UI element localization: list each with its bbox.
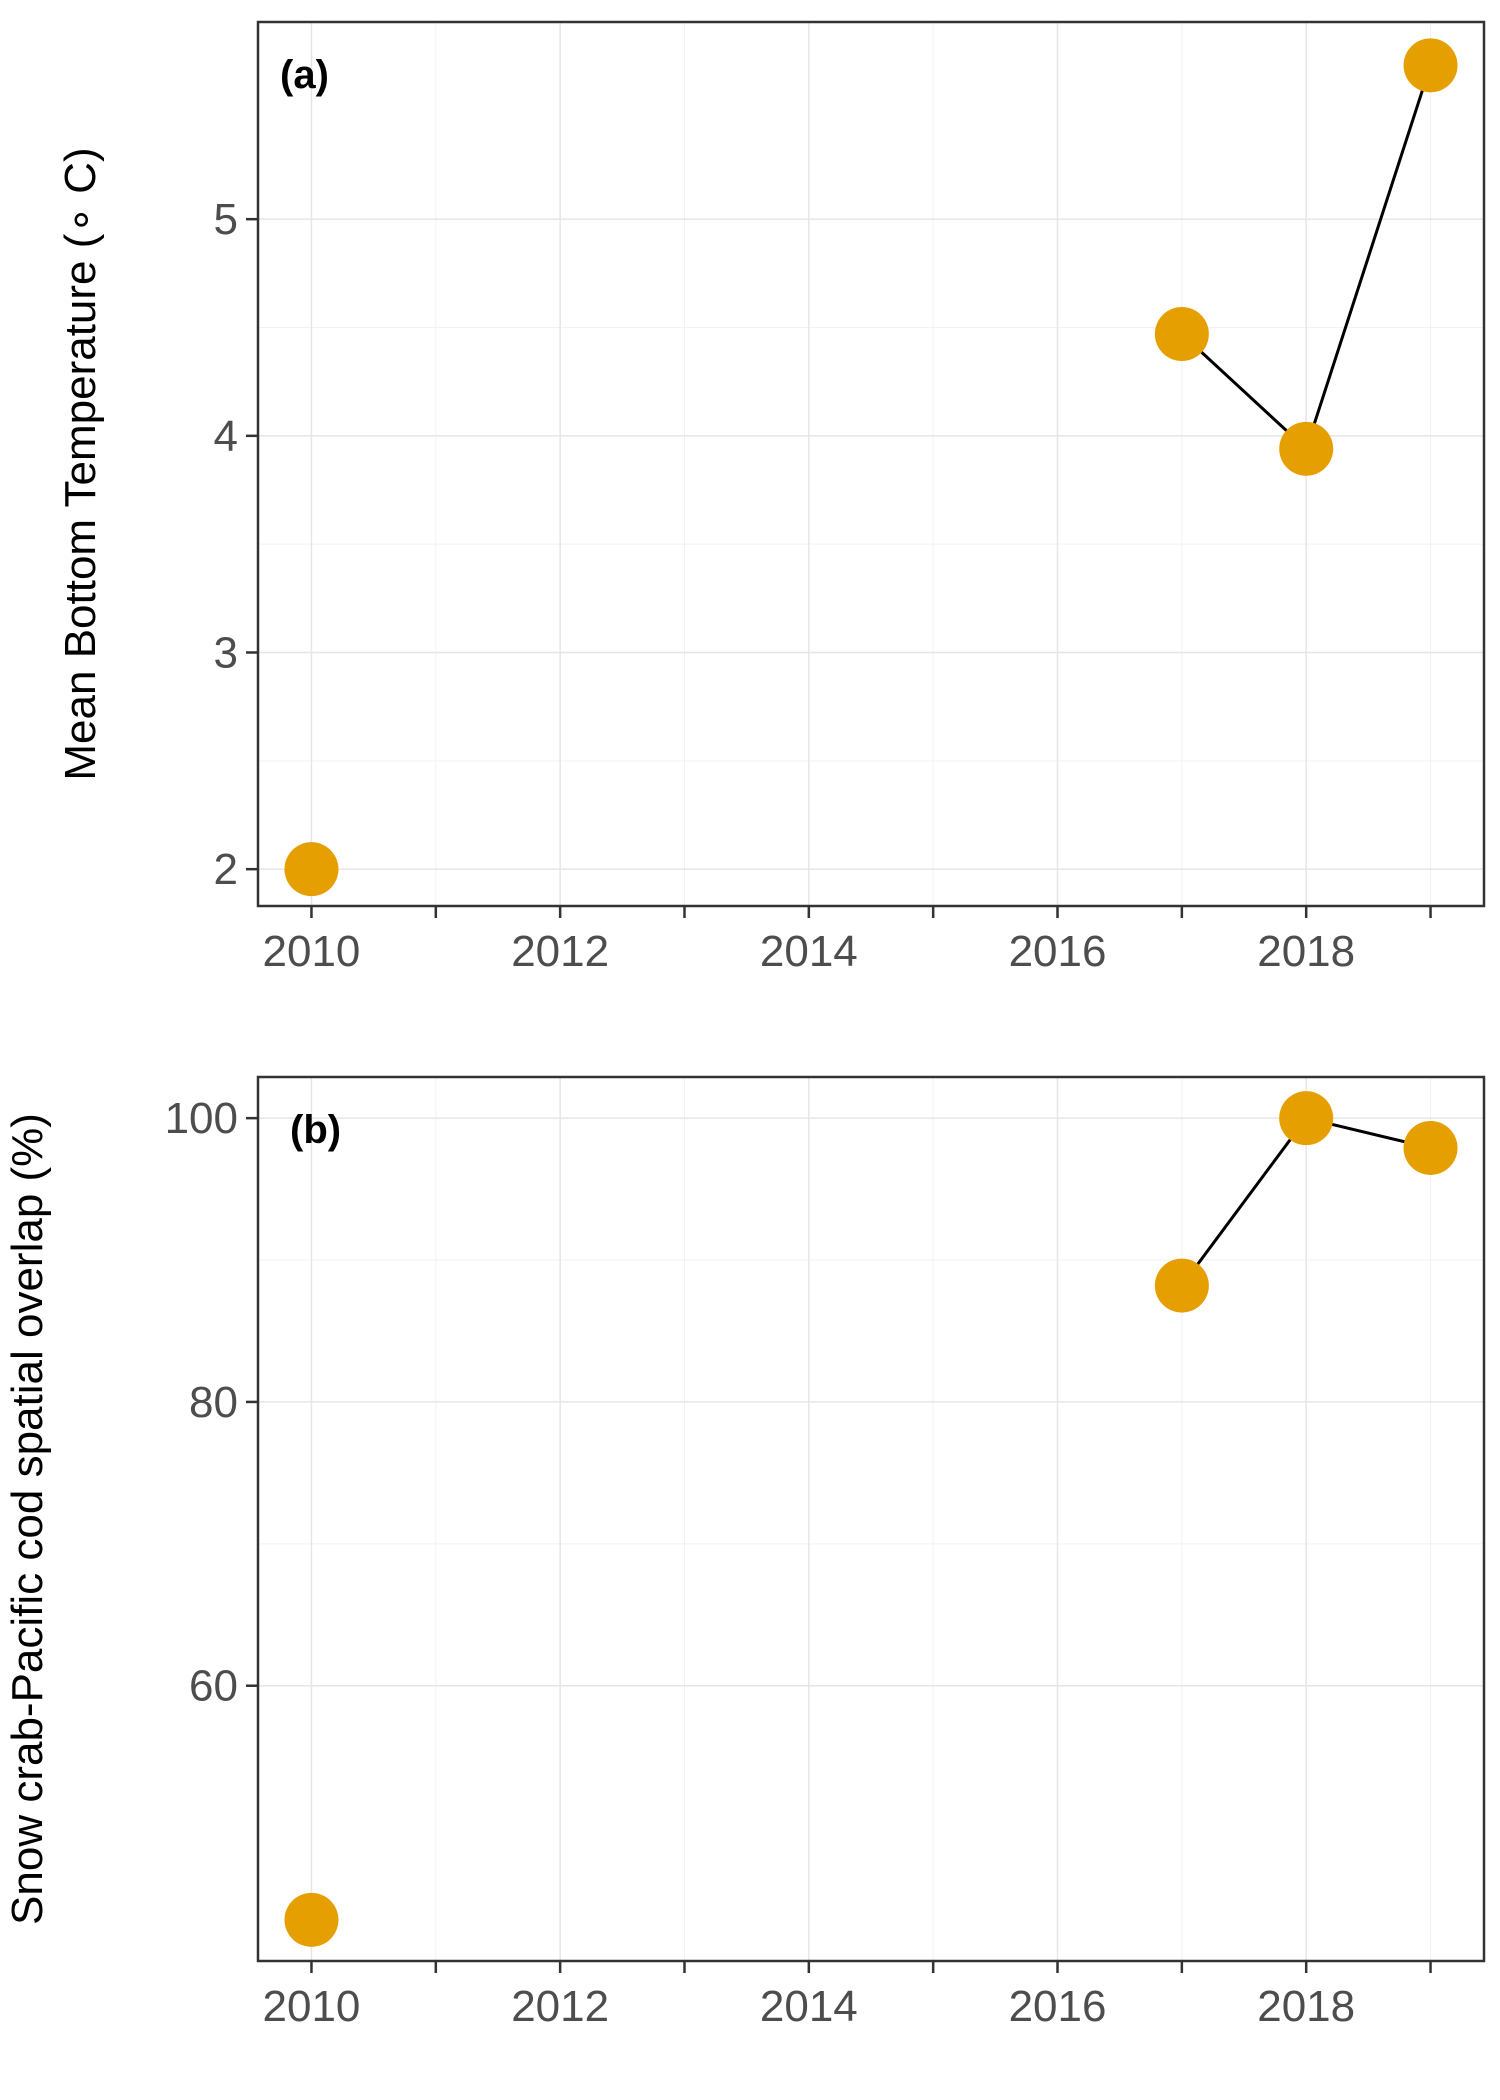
x-tick-label: 2016 <box>1009 927 1107 976</box>
x-tick-label: 2012 <box>511 927 609 976</box>
x-tick-label: 2012 <box>511 1982 609 2031</box>
panel-label: (b) <box>290 1108 341 1152</box>
x-tick-label: 2018 <box>1257 927 1355 976</box>
y-axis-title: Mean Bottom Temperature (∘ C) <box>56 147 105 780</box>
x-tick-label: 2018 <box>1257 1982 1355 2031</box>
x-tick-label: 2014 <box>760 1982 858 2031</box>
panel-border <box>256 1075 1486 1963</box>
plot-background <box>258 22 1484 906</box>
panel-label: (a) <box>280 53 329 97</box>
panel-a: 2010 2012 2014 2016 2018 2 3 4 5 Mean Bottom Temp… <box>56 20 1486 976</box>
data-point <box>1154 1258 1209 1313</box>
x-tick-label: 2016 <box>1009 1982 1107 2031</box>
y-tick-label: 4 <box>214 412 238 461</box>
data-point <box>1279 1091 1334 1146</box>
y-tick-label: 80 <box>189 1378 238 1427</box>
y-tick-label: 60 <box>189 1662 238 1711</box>
x-tick-label: 2010 <box>263 1982 361 2031</box>
y-tick-label: 100 <box>165 1094 238 1143</box>
y-axis-title: Snow crab-Pacific cod spatial overlap (%… <box>3 1113 52 1925</box>
panel-border <box>256 20 1486 908</box>
y-tick-label: 5 <box>214 195 238 244</box>
data-point <box>284 842 339 897</box>
panel-b: 2010 2012 2014 2016 2018 60 80 100 Snow crab-Pac… <box>3 1075 1486 2031</box>
data-point <box>1154 307 1209 361</box>
x-tick-label: 2010 <box>263 927 361 976</box>
data-point <box>1403 38 1458 93</box>
x-tick-label: 2014 <box>760 927 858 976</box>
plot-background <box>258 1077 1484 1961</box>
data-point <box>284 1892 339 1947</box>
y-tick-label: 2 <box>214 845 238 894</box>
data-point <box>1403 1120 1458 1175</box>
data-point <box>1279 421 1334 476</box>
y-tick-label: 3 <box>214 629 238 678</box>
